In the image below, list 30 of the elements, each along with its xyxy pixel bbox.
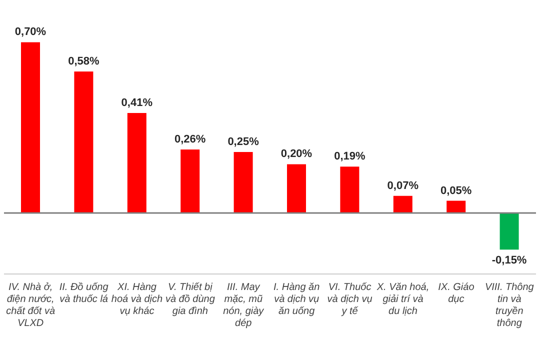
bar [234,152,253,213]
bar [393,196,412,213]
x-tick-label: VI. Thuốc và dịch vụ y tế [327,282,373,317]
data-label: 0,20% [280,148,312,160]
data-label: 0,19% [334,150,366,163]
data-label: 0,25% [228,136,260,148]
data-label: 0,70% [14,26,46,38]
data-label: 0,05% [440,184,472,197]
bar [287,164,306,213]
x-tick-label: IX. Giáo dục [438,282,475,305]
bar [74,71,94,213]
bar [180,150,200,213]
bar [340,166,360,213]
x-tick-label: V. Thiết bị và đồ dùng gia đình [165,282,216,317]
data-label: 0,26% [174,134,206,146]
x-tick-label: X. Văn hoá, giải trí và du lịch [376,282,430,317]
bar [21,42,40,213]
data-label: 0,58% [68,55,100,68]
x-tick-label: XI. Hàng hoá và dịch vụ khác [111,282,164,317]
data-label: -0,15% [492,254,527,267]
x-tick-label: VIII. Thông tin và truyền thông [484,282,534,329]
x-tick-label: II. Đồ uống và thuốc lá [59,282,109,305]
data-label: 0,41% [121,96,153,109]
data-label: 0,07% [387,180,419,192]
bar [500,213,519,250]
bar [127,112,146,213]
x-tick-label: III. May mặc, mũ nón, giày dép [223,282,265,329]
x-tick-label: I. Hàng ăn và dịch vụ ăn uống [274,282,320,317]
bar [446,200,466,213]
x-tick-label: IV. Nhà ở, điện nước, chất đốt và VLXD [6,282,56,329]
